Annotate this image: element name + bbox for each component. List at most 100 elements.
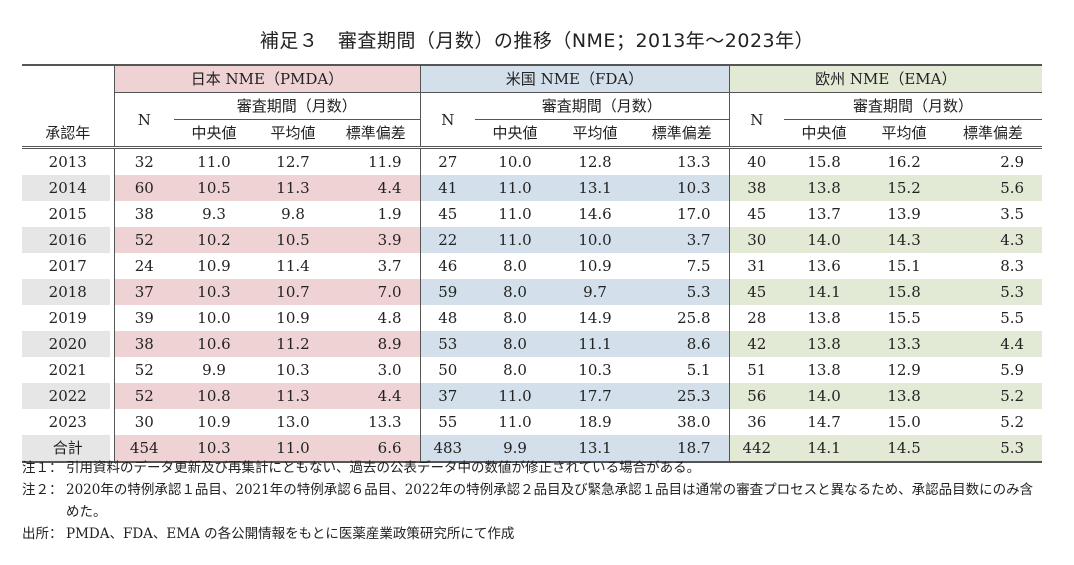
year-cell: 2017 xyxy=(48,257,87,275)
median-header-pmda: 中央値 xyxy=(191,124,237,142)
pmda-sd-cell: 6.6 xyxy=(332,435,421,463)
n-header-pmda: N xyxy=(113,92,174,148)
year-cell: 2018 xyxy=(22,279,114,305)
fda-n-cell: 46 xyxy=(419,253,476,279)
table-row: 2014 60 10.5 11.3 4.4 41 11.0 13.1 10.3 38 13.8 15.… xyxy=(22,175,1043,201)
ema-sd-cell: 5.3 xyxy=(944,279,1043,305)
fda-median-cell: 9.9 xyxy=(475,435,556,463)
note-label: 出所： xyxy=(22,526,63,542)
pmda-mean-cell: 9.8 xyxy=(281,205,305,223)
fda-n-cell: 48 xyxy=(419,305,476,331)
ema-median-cell: 14.1 xyxy=(784,279,865,305)
pmda-mean-cell: 10.9 xyxy=(276,309,310,327)
fda-median-cell: 10.0 xyxy=(498,153,532,171)
fda-median-cell: 8.0 xyxy=(475,279,556,305)
group-header-fda: 米国 NME（FDA） xyxy=(419,64,730,93)
note-label: 注１： xyxy=(22,460,63,476)
ema-n-cell: 442 xyxy=(728,435,785,463)
pmda-mean-cell: 10.7 xyxy=(254,279,332,305)
fda-median-cell: 8.0 xyxy=(475,331,556,357)
year-cell: 2013 xyxy=(48,153,87,171)
review-period-table: 日本 NME（PMDA） 米国 NME（FDA） 欧州 NME（EMA） 承認年… xyxy=(22,64,1043,463)
ema-median-cell: 13.8 xyxy=(807,309,841,327)
fda-sd-cell: 5.1 xyxy=(686,361,711,379)
ema-mean-cell: 15.1 xyxy=(887,257,921,275)
fda-n-cell: 483 xyxy=(419,435,476,463)
pmda-sd-cell: 11.9 xyxy=(368,153,402,171)
fda-n-cell: 55 xyxy=(419,409,476,435)
fda-mean-cell: 18.9 xyxy=(578,413,612,431)
year-cell: 2022 xyxy=(22,383,114,409)
ema-sd-cell: 5.9 xyxy=(1000,361,1025,379)
page-title: 補足３ 審査期間（月数）の推移（NME；2013年〜2023年） xyxy=(259,30,815,52)
pmda-mean-cell: 12.7 xyxy=(276,153,310,171)
pmda-n-cell: 30 xyxy=(113,409,174,435)
pmda-mean-cell: 10.3 xyxy=(276,361,310,379)
pmda-sd-cell: 1.9 xyxy=(377,205,402,223)
sd-header-pmda: 標準偏差 xyxy=(345,124,406,142)
fda-median-cell: 8.0 xyxy=(503,257,527,275)
period-header-ema: 審査期間（月数） xyxy=(784,92,1043,120)
ema-n-cell: 30 xyxy=(728,227,785,253)
ema-median-cell: 13.6 xyxy=(807,257,841,275)
fda-sd-cell: 3.7 xyxy=(635,227,730,253)
year-cell: 2020 xyxy=(22,331,114,357)
fda-sd-cell: 8.6 xyxy=(635,331,730,357)
pmda-median-cell: 10.2 xyxy=(174,227,254,253)
fda-mean-cell: 10.9 xyxy=(578,257,612,275)
ema-n-cell: 31 xyxy=(728,253,785,279)
pmda-median-cell: 9.9 xyxy=(202,361,226,379)
ema-n-cell: 56 xyxy=(728,383,785,409)
table-row: 2023 30 10.9 13.0 13.3 55 11.0 18.9 38.0 36 14.7 15… xyxy=(22,409,1042,435)
fda-mean-cell: 12.8 xyxy=(578,153,612,171)
table-row: 2017 24 10.9 11.4 3.7 46 8.0 10.9 7.5 31 13.6 15.1 8… xyxy=(22,253,1042,279)
fda-median-cell: 8.0 xyxy=(503,361,527,379)
pmda-n-cell: 32 xyxy=(113,147,174,175)
ema-n-cell: 38 xyxy=(728,175,785,201)
fda-mean-cell: 11.1 xyxy=(555,331,636,357)
fda-mean-cell: 17.7 xyxy=(555,383,636,409)
ema-sd-cell: 4.4 xyxy=(944,331,1043,357)
ema-sd-cell: 8.3 xyxy=(1000,257,1025,275)
median-header-ema: 中央値 xyxy=(801,124,847,142)
ema-n-cell: 28 xyxy=(728,305,785,331)
pmda-sd-cell: 3.7 xyxy=(377,257,402,275)
pmda-n-cell: 60 xyxy=(113,175,174,201)
ema-mean-cell: 14.3 xyxy=(864,227,945,253)
fda-mean-cell: 10.3 xyxy=(578,361,612,379)
pmda-median-cell: 10.3 xyxy=(174,279,254,305)
year-cell: 2015 xyxy=(48,205,87,223)
ema-mean-cell: 13.9 xyxy=(887,205,921,223)
pmda-n-cell: 38 xyxy=(113,201,174,227)
n-header-ema: N xyxy=(728,92,785,148)
group-header-ema: 欧州 NME（EMA） xyxy=(728,64,1043,93)
table-row: 2018 37 10.3 10.7 7.0 59 8.0 9.7 5.3 45 14.1 15.8 5.… xyxy=(22,279,1043,305)
fda-n-cell: 41 xyxy=(419,175,476,201)
ema-n-cell: 42 xyxy=(728,331,785,357)
period-header-pmda: 審査期間（月数） xyxy=(174,92,421,120)
fda-median-cell: 11.0 xyxy=(475,383,556,409)
pmda-sd-cell: 4.4 xyxy=(332,383,421,409)
ema-median-cell: 15.8 xyxy=(807,153,841,171)
note-text: 引用資料のデータ更新及び再集計にともない、過去の公表データ中の数値が修正されてい… xyxy=(66,460,701,476)
fda-sd-cell: 7.5 xyxy=(686,257,711,275)
fda-n-cell: 37 xyxy=(419,383,476,409)
ema-mean-cell: 15.8 xyxy=(864,279,945,305)
pmda-sd-cell: 4.8 xyxy=(377,309,402,327)
pmda-median-cell: 9.3 xyxy=(202,205,226,223)
ema-sd-cell: 2.9 xyxy=(1000,153,1025,171)
ema-median-cell: 14.0 xyxy=(784,383,865,409)
pmda-mean-cell: 11.4 xyxy=(276,257,310,275)
pmda-n-cell: 52 xyxy=(113,383,174,409)
table-body: 2013 32 11.0 12.7 11.9 27 10.0 12.8 13.3 40 15.8 16… xyxy=(22,147,1043,463)
median-header-fda: 中央値 xyxy=(492,124,538,142)
table-row: 2022 52 10.8 11.3 4.4 37 11.0 17.7 25.3 56 14.0 13.… xyxy=(22,383,1043,409)
fda-sd-cell: 17.0 xyxy=(677,205,711,223)
pmda-mean-cell: 13.0 xyxy=(276,413,310,431)
pmda-mean-cell: 11.3 xyxy=(254,383,332,409)
ema-mean-cell: 14.5 xyxy=(864,435,945,463)
fda-n-cell: 45 xyxy=(419,201,476,227)
sd-header-fda: 標準偏差 xyxy=(651,124,712,142)
pmda-median-cell: 10.3 xyxy=(174,435,254,463)
note-label: 注２： xyxy=(22,482,63,498)
